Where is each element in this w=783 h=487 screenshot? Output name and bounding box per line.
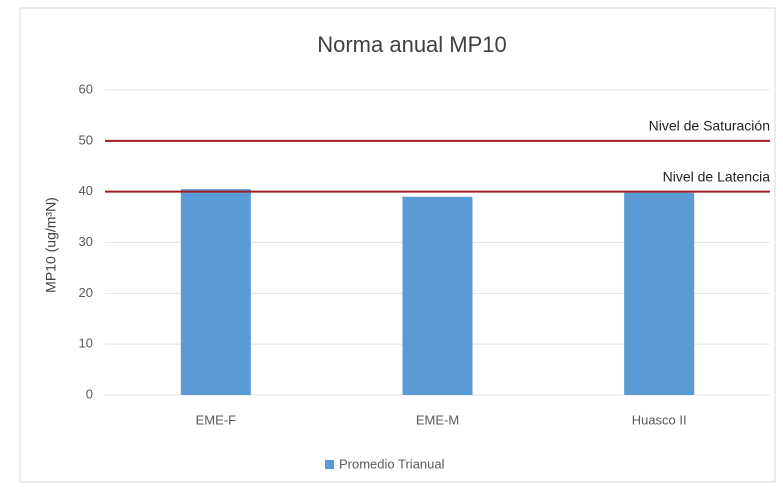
reference-label: Nivel de Saturación bbox=[649, 118, 770, 134]
x-tick-label: Huasco II bbox=[632, 412, 687, 427]
chart-title: Norma anual MP10 bbox=[317, 32, 507, 57]
bar bbox=[624, 192, 695, 395]
bar bbox=[402, 196, 473, 395]
y-tick-label: 20 bbox=[79, 285, 93, 300]
legend-label: Promedio Trianual bbox=[339, 456, 445, 471]
y-tick-label: 10 bbox=[79, 336, 93, 351]
y-tick-label: 30 bbox=[79, 234, 93, 249]
y-tick-label: 50 bbox=[79, 132, 93, 147]
y-tick-label: 0 bbox=[86, 386, 93, 401]
x-tick-label: EME-M bbox=[416, 412, 459, 427]
reference-label: Nivel de Latencia bbox=[663, 168, 771, 184]
legend-swatch bbox=[325, 460, 334, 469]
bar bbox=[180, 189, 251, 395]
x-tick-label: EME-F bbox=[196, 412, 237, 427]
y-tick-label: 60 bbox=[79, 81, 93, 96]
y-tick-label: 40 bbox=[79, 183, 93, 198]
y-axis-label: MP10 (ug/m³N) bbox=[43, 197, 59, 293]
